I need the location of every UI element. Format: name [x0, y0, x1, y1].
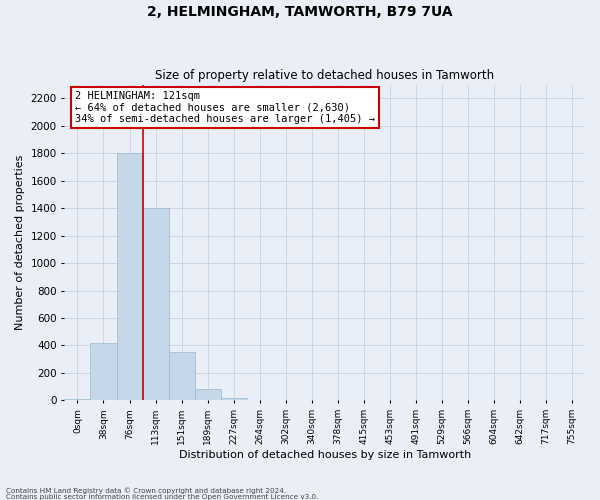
Bar: [91, 342, 116, 400]
Text: 2 HELMINGHAM: 121sqm
← 64% of detached houses are smaller (2,630)
34% of semi-de: 2 HELMINGHAM: 121sqm ← 64% of detached h…: [75, 91, 375, 124]
X-axis label: Distribution of detached houses by size in Tamworth: Distribution of detached houses by size …: [179, 450, 471, 460]
Bar: [169, 352, 194, 401]
Bar: [143, 208, 169, 400]
Y-axis label: Number of detached properties: Number of detached properties: [15, 155, 25, 330]
Bar: [221, 398, 247, 400]
Text: Contains HM Land Registry data © Crown copyright and database right 2024.: Contains HM Land Registry data © Crown c…: [6, 487, 286, 494]
Title: Size of property relative to detached houses in Tamworth: Size of property relative to detached ho…: [155, 69, 494, 82]
Text: 2, HELMINGHAM, TAMWORTH, B79 7UA: 2, HELMINGHAM, TAMWORTH, B79 7UA: [147, 5, 453, 19]
Bar: [194, 390, 221, 400]
Bar: [116, 153, 143, 400]
Bar: [64, 399, 91, 400]
Text: Contains public sector information licensed under the Open Government Licence v3: Contains public sector information licen…: [6, 494, 319, 500]
